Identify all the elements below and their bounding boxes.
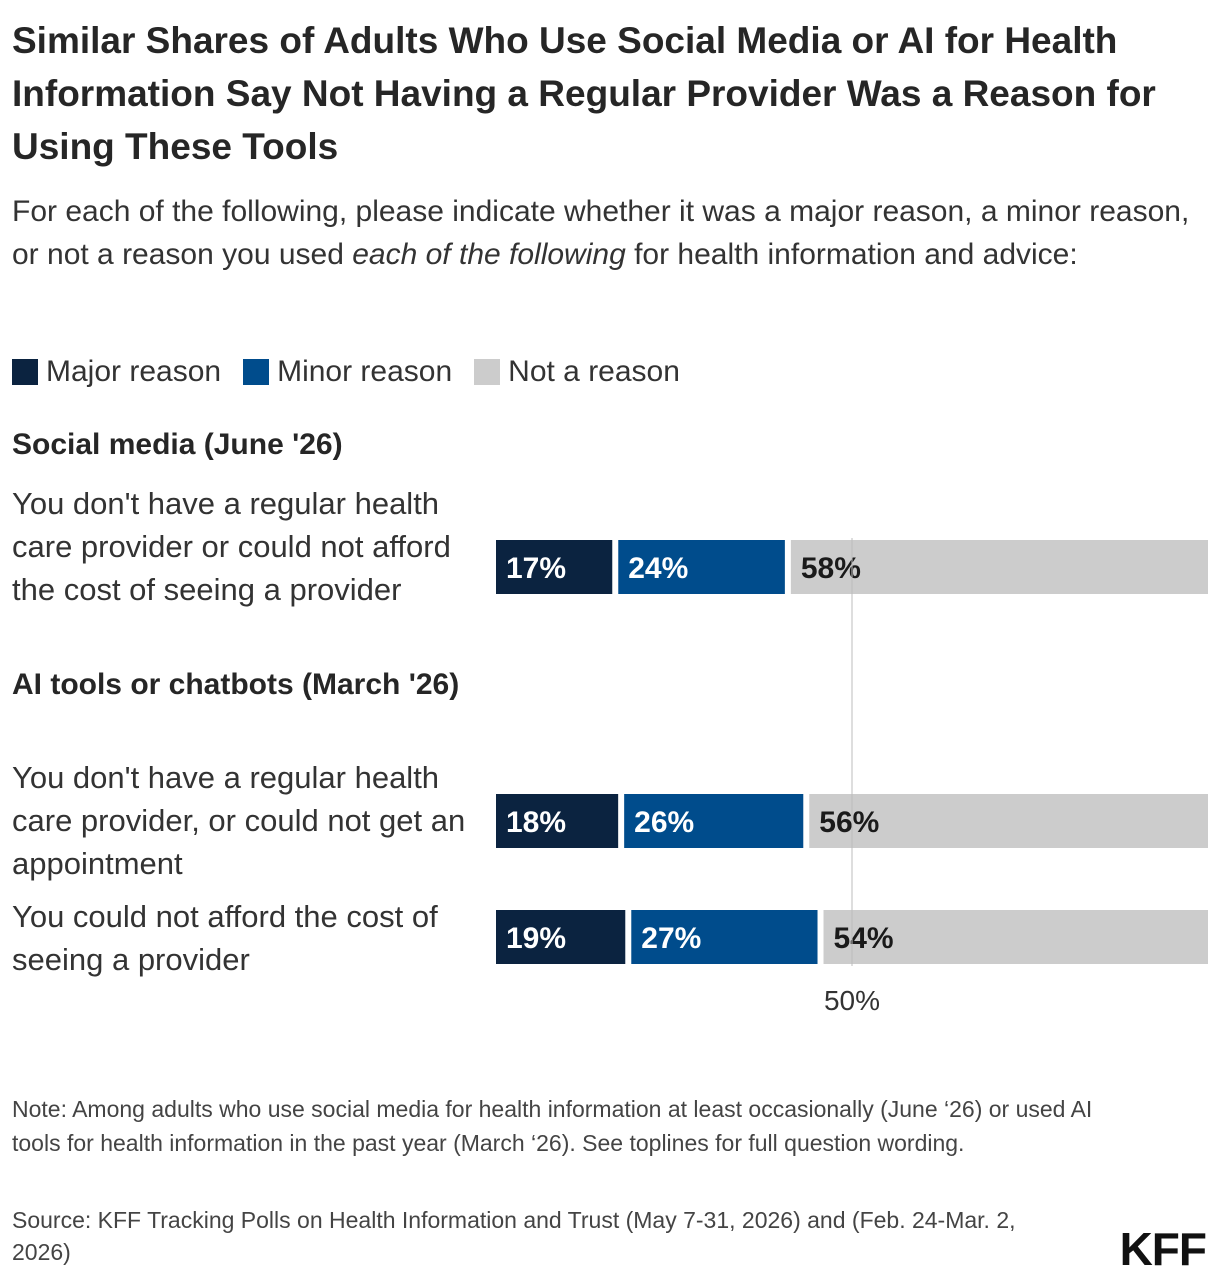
bar-major-row-1 xyxy=(496,540,613,594)
legend-swatch-major xyxy=(12,359,38,385)
legend-label-major: Major reason xyxy=(46,355,222,388)
stacked-bar-chart: 17% 24% 58% 18% 26% 56% 19% 27% 54% 50% xyxy=(496,538,1208,1016)
row-label-3: You could not afford the cost of seeing … xyxy=(12,899,438,977)
label-major-row-3: 19% xyxy=(506,922,566,955)
label-major-row-2: 18% xyxy=(506,806,566,839)
chart-note: Note: Among adults who use social media … xyxy=(12,1096,1093,1156)
subtitle-emphasis: each of the following xyxy=(352,238,626,271)
kff-logo: KFF xyxy=(1119,1223,1207,1275)
legend-item-minor: Minor reason xyxy=(243,355,452,389)
subtitle-text-end: for health information and advice: xyxy=(625,238,1078,271)
legend-label-not: Not a reason xyxy=(508,355,680,388)
legend-swatch-not xyxy=(474,359,501,385)
chart-title: Similar Shares of Adults Who Use Social … xyxy=(12,20,1156,167)
bar-not-row-2 xyxy=(809,794,1208,848)
legend: Major reason Minor reason Not a reason xyxy=(12,350,702,394)
group-label-ai-tools: AI tools or chatbots (March '26) xyxy=(12,668,460,701)
bar-not-row-1 xyxy=(790,540,1208,594)
row-label-2: You don't have a regular health care pro… xyxy=(12,760,466,881)
legend-label-minor: Minor reason xyxy=(277,355,453,388)
label-major-row-1: 17% xyxy=(506,552,566,585)
reference-line-label: 50% xyxy=(824,985,880,1016)
bar-not-row-3 xyxy=(823,910,1208,964)
label-minor-row-2: 26% xyxy=(634,806,694,839)
legend-item-major: Major reason xyxy=(12,355,221,389)
label-not-row-3: 54% xyxy=(834,922,894,955)
bar-minor-row-3 xyxy=(631,910,818,964)
label-minor-row-3: 27% xyxy=(641,922,701,955)
legend-item-not: Not a reason xyxy=(474,355,680,389)
chart-source: Source: KFF Tracking Polls on Health Inf… xyxy=(12,1207,1016,1265)
bar-minor-row-2 xyxy=(624,794,804,848)
label-not-row-1: 58% xyxy=(801,552,861,585)
bar-major-row-2 xyxy=(496,794,619,848)
chart-subtitle: For each of the following, please indica… xyxy=(12,190,1212,276)
bar-minor-row-1 xyxy=(618,540,785,594)
group-label-social-media: Social media (June '26) xyxy=(12,428,343,461)
legend-swatch-minor xyxy=(243,359,270,385)
bar-major-row-3 xyxy=(496,910,626,964)
subtitle-text: For each of the following, please indica… xyxy=(12,195,1190,271)
label-not-row-2: 56% xyxy=(819,806,879,839)
label-minor-row-1: 24% xyxy=(628,552,688,585)
row-label-1: You don't have a regular health care pro… xyxy=(12,486,451,607)
